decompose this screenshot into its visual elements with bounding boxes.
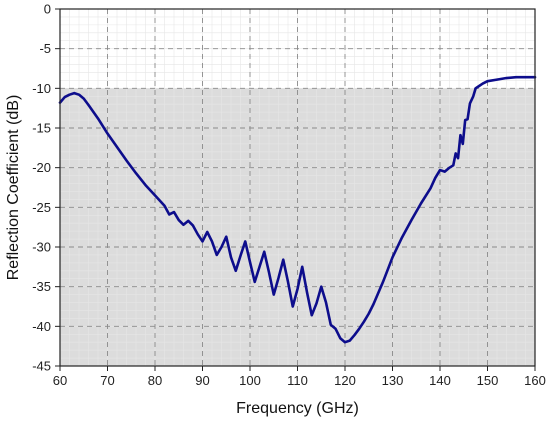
x-tick-label: 150 bbox=[477, 373, 499, 388]
y-tick-label: -15 bbox=[32, 121, 51, 136]
y-tick-label: -25 bbox=[32, 200, 51, 215]
x-tick-label: 90 bbox=[195, 373, 209, 388]
y-tick-label: 0 bbox=[44, 2, 51, 17]
x-tick-label: 130 bbox=[382, 373, 404, 388]
y-tick-label: -40 bbox=[32, 319, 51, 334]
x-tick-label: 60 bbox=[53, 373, 67, 388]
series-layer bbox=[58, 75, 537, 344]
x-axis-title: Frequency (GHz) bbox=[236, 400, 359, 417]
tick-layer: 60 70 80 90 100 110 120 130 140 150 160 0 -5 -10 -15 -2… bbox=[32, 2, 546, 389]
y-tick-label: -35 bbox=[32, 279, 51, 294]
x-tick-label: 70 bbox=[100, 373, 114, 388]
y-tick-label: -30 bbox=[32, 240, 51, 255]
x-tick-label: 80 bbox=[148, 373, 162, 388]
y-axis-title: Reflection Coefficient (dB) bbox=[5, 95, 22, 281]
y-tick-label: -5 bbox=[39, 41, 51, 56]
x-tick-label: 120 bbox=[334, 373, 356, 388]
y-tick-label: -45 bbox=[32, 359, 51, 374]
y-tick-label: -10 bbox=[32, 81, 51, 96]
x-tick-label: 110 bbox=[287, 373, 308, 388]
series-line-0 bbox=[58, 75, 537, 344]
y-tick-label: -20 bbox=[32, 160, 51, 175]
x-tick-label: 160 bbox=[524, 373, 546, 388]
x-tick-label: 140 bbox=[429, 373, 451, 388]
grid-layer bbox=[59, 8, 536, 367]
x-tick-label: 100 bbox=[239, 373, 261, 388]
